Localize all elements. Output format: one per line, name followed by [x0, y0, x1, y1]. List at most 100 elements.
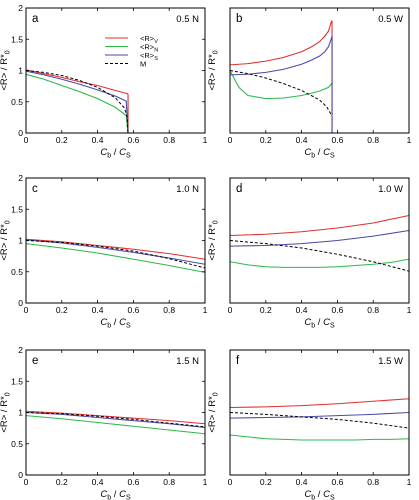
- x-tick-label-e: 0.8: [163, 477, 175, 487]
- x-axis-label-c: Cb / CS: [100, 317, 131, 330]
- y-axis-label-f: <R> / R*0: [207, 392, 220, 432]
- y-tick-label-c: 0: [18, 298, 23, 308]
- panel-condition-f: 1.5 W: [378, 356, 403, 367]
- panel-condition-b: 0.5 W: [378, 14, 403, 25]
- series-line-a-rs: [26, 70, 129, 133]
- y-tick-label-e: 1.5: [11, 376, 23, 386]
- x-axis-label-e: Cb / CS: [100, 489, 131, 500]
- x-axis-label-d: Cb / CS: [304, 317, 335, 330]
- plot-area-e: [26, 410, 205, 435]
- x-axis-label-a: Cb / CS: [100, 147, 131, 160]
- x-tick-label-e: 1: [203, 477, 208, 487]
- y-axis-label-d: <R> / R*0: [207, 220, 220, 260]
- series-line-a-rn: [26, 73, 129, 133]
- y-axis-label-e: <R> / R*0: [0, 392, 12, 432]
- plot-area-c: [26, 238, 205, 273]
- x-tick-label-c: 0.4: [92, 305, 104, 315]
- x-tick-label-a: 0.4: [92, 135, 104, 145]
- legend-label: <R>S: [140, 51, 158, 62]
- series-line-c-rn: [26, 243, 205, 273]
- x-tick-label-c: 0.6: [127, 305, 139, 315]
- series-line-a-rv: [26, 69, 129, 133]
- x-tick-label-b: 1: [407, 135, 412, 145]
- x-tick-label-a: 0.2: [56, 135, 68, 145]
- legend-label: <R>N: [140, 42, 158, 53]
- y-tick-label-a: 2: [18, 3, 23, 13]
- panel-d: 0 0.2 0.4 0.6 0.8 1 d 1.0 W Cb / CS <R> / R*0: [207, 177, 412, 330]
- legend-label: <R>V: [140, 34, 158, 45]
- x-axis-label-f: Cb / CS: [304, 489, 335, 500]
- series-line-b-rn: [230, 70, 333, 100]
- series-line-d-rv: [230, 214, 409, 237]
- x-tick-label-b: 0.6: [331, 135, 343, 145]
- axes-frame-c: [25, 177, 206, 304]
- series-line-d-m: [230, 240, 409, 272]
- series-line-e-rs: [26, 411, 205, 429]
- y-tick-label-c: 1.5: [11, 204, 23, 214]
- series-line-f-m: [230, 412, 409, 429]
- x-tick-label-f: 0.8: [367, 477, 379, 487]
- panel-letter-b: b: [236, 13, 242, 25]
- panel-condition-c: 1.0 N: [176, 184, 199, 195]
- panel-a: 0 0.2 0.4 0.6 0.8 1 0 0.5 1 1.5 2a 0.5 N Cb / CS <R> …: [0, 3, 208, 160]
- x-tick-label-d: 1: [407, 305, 412, 315]
- y-tick-label-e: 1: [18, 408, 23, 418]
- panel-b: 0 0.2 0.4 0.6 0.8 1 b 0.5 W Cb / CS <R> / R*0: [207, 7, 412, 160]
- panel-condition-d: 1.0 W: [378, 184, 403, 195]
- x-tick-label-e: 0.2: [56, 477, 68, 487]
- x-tick-label-e: 0.6: [127, 477, 139, 487]
- legend: <R>V<R>N<R>SM: [105, 34, 158, 68]
- x-tick-label-a: 0.8: [163, 135, 175, 145]
- panel-condition-a: 0.5 N: [176, 14, 199, 25]
- x-tick-label-c: 1: [203, 305, 208, 315]
- series-line-a-m: [26, 70, 129, 133]
- panel-condition-e: 1.5 N: [176, 356, 199, 367]
- x-tick-label-c: 0.8: [163, 305, 175, 315]
- x-tick-label-d: 0.4: [296, 305, 308, 315]
- panel-letter-d: d: [236, 183, 242, 195]
- x-tick-label-d: 0.8: [367, 305, 379, 315]
- x-tick-label-d: 0: [228, 305, 233, 315]
- panel-letter-a: a: [32, 13, 39, 25]
- y-axis-label-c: <R> / R*0: [0, 220, 12, 260]
- x-tick-label-f: 0: [228, 477, 233, 487]
- plot-area-a: [26, 69, 129, 133]
- x-tick-label-b: 0.2: [260, 135, 272, 145]
- x-tick-label-e: 0: [24, 477, 29, 487]
- y-axis-label-b: <R> / R*0: [207, 50, 220, 90]
- series-line-f-rs: [230, 411, 409, 419]
- x-tick-label-f: 0.2: [260, 477, 272, 487]
- panel-c: 0 0.2 0.4 0.6 0.8 1 0 0.5 1 1.5 2c 1.0 N Cb / CS <R> …: [0, 173, 208, 330]
- series-line-b-rv: [230, 20, 333, 133]
- y-tick-label-c: 1: [18, 236, 23, 246]
- x-tick-label-e: 0.4: [92, 477, 104, 487]
- x-tick-label-c: 0: [24, 305, 29, 315]
- x-tick-label-b: 0: [228, 135, 233, 145]
- x-tick-label-b: 0.4: [296, 135, 308, 145]
- series-line-c-rv: [26, 238, 205, 260]
- series-line-c-m: [26, 240, 205, 269]
- x-tick-label-f: 0.6: [331, 477, 343, 487]
- panel-letter-e: e: [32, 355, 38, 367]
- y-tick-label-e: 0.5: [11, 439, 23, 449]
- x-tick-label-a: 0.6: [127, 135, 139, 145]
- axes-frame-b: [229, 7, 410, 134]
- x-tick-label-f: 1: [407, 477, 412, 487]
- y-tick-label-c: 2: [18, 173, 23, 183]
- x-tick-label-c: 0.2: [56, 305, 68, 315]
- y-tick-label-a: 1.5: [11, 34, 23, 44]
- series-line-c-rs: [26, 239, 205, 265]
- plot-area-f: [230, 398, 409, 441]
- x-axis-label-b: Cb / CS: [304, 147, 335, 160]
- y-tick-label-a: 1: [18, 66, 23, 76]
- axes-frame-d: [229, 177, 410, 304]
- panel-letter-f: f: [236, 355, 240, 367]
- series-line-b-rs: [230, 35, 333, 133]
- y-tick-label-c: 0.5: [11, 267, 23, 277]
- axes-frame-a: [25, 7, 206, 134]
- y-axis-label-a: <R> / R*0: [0, 50, 12, 90]
- series-line-d-rs: [230, 229, 409, 247]
- legend-label: M: [140, 59, 146, 68]
- series-line-e-rn: [26, 415, 205, 435]
